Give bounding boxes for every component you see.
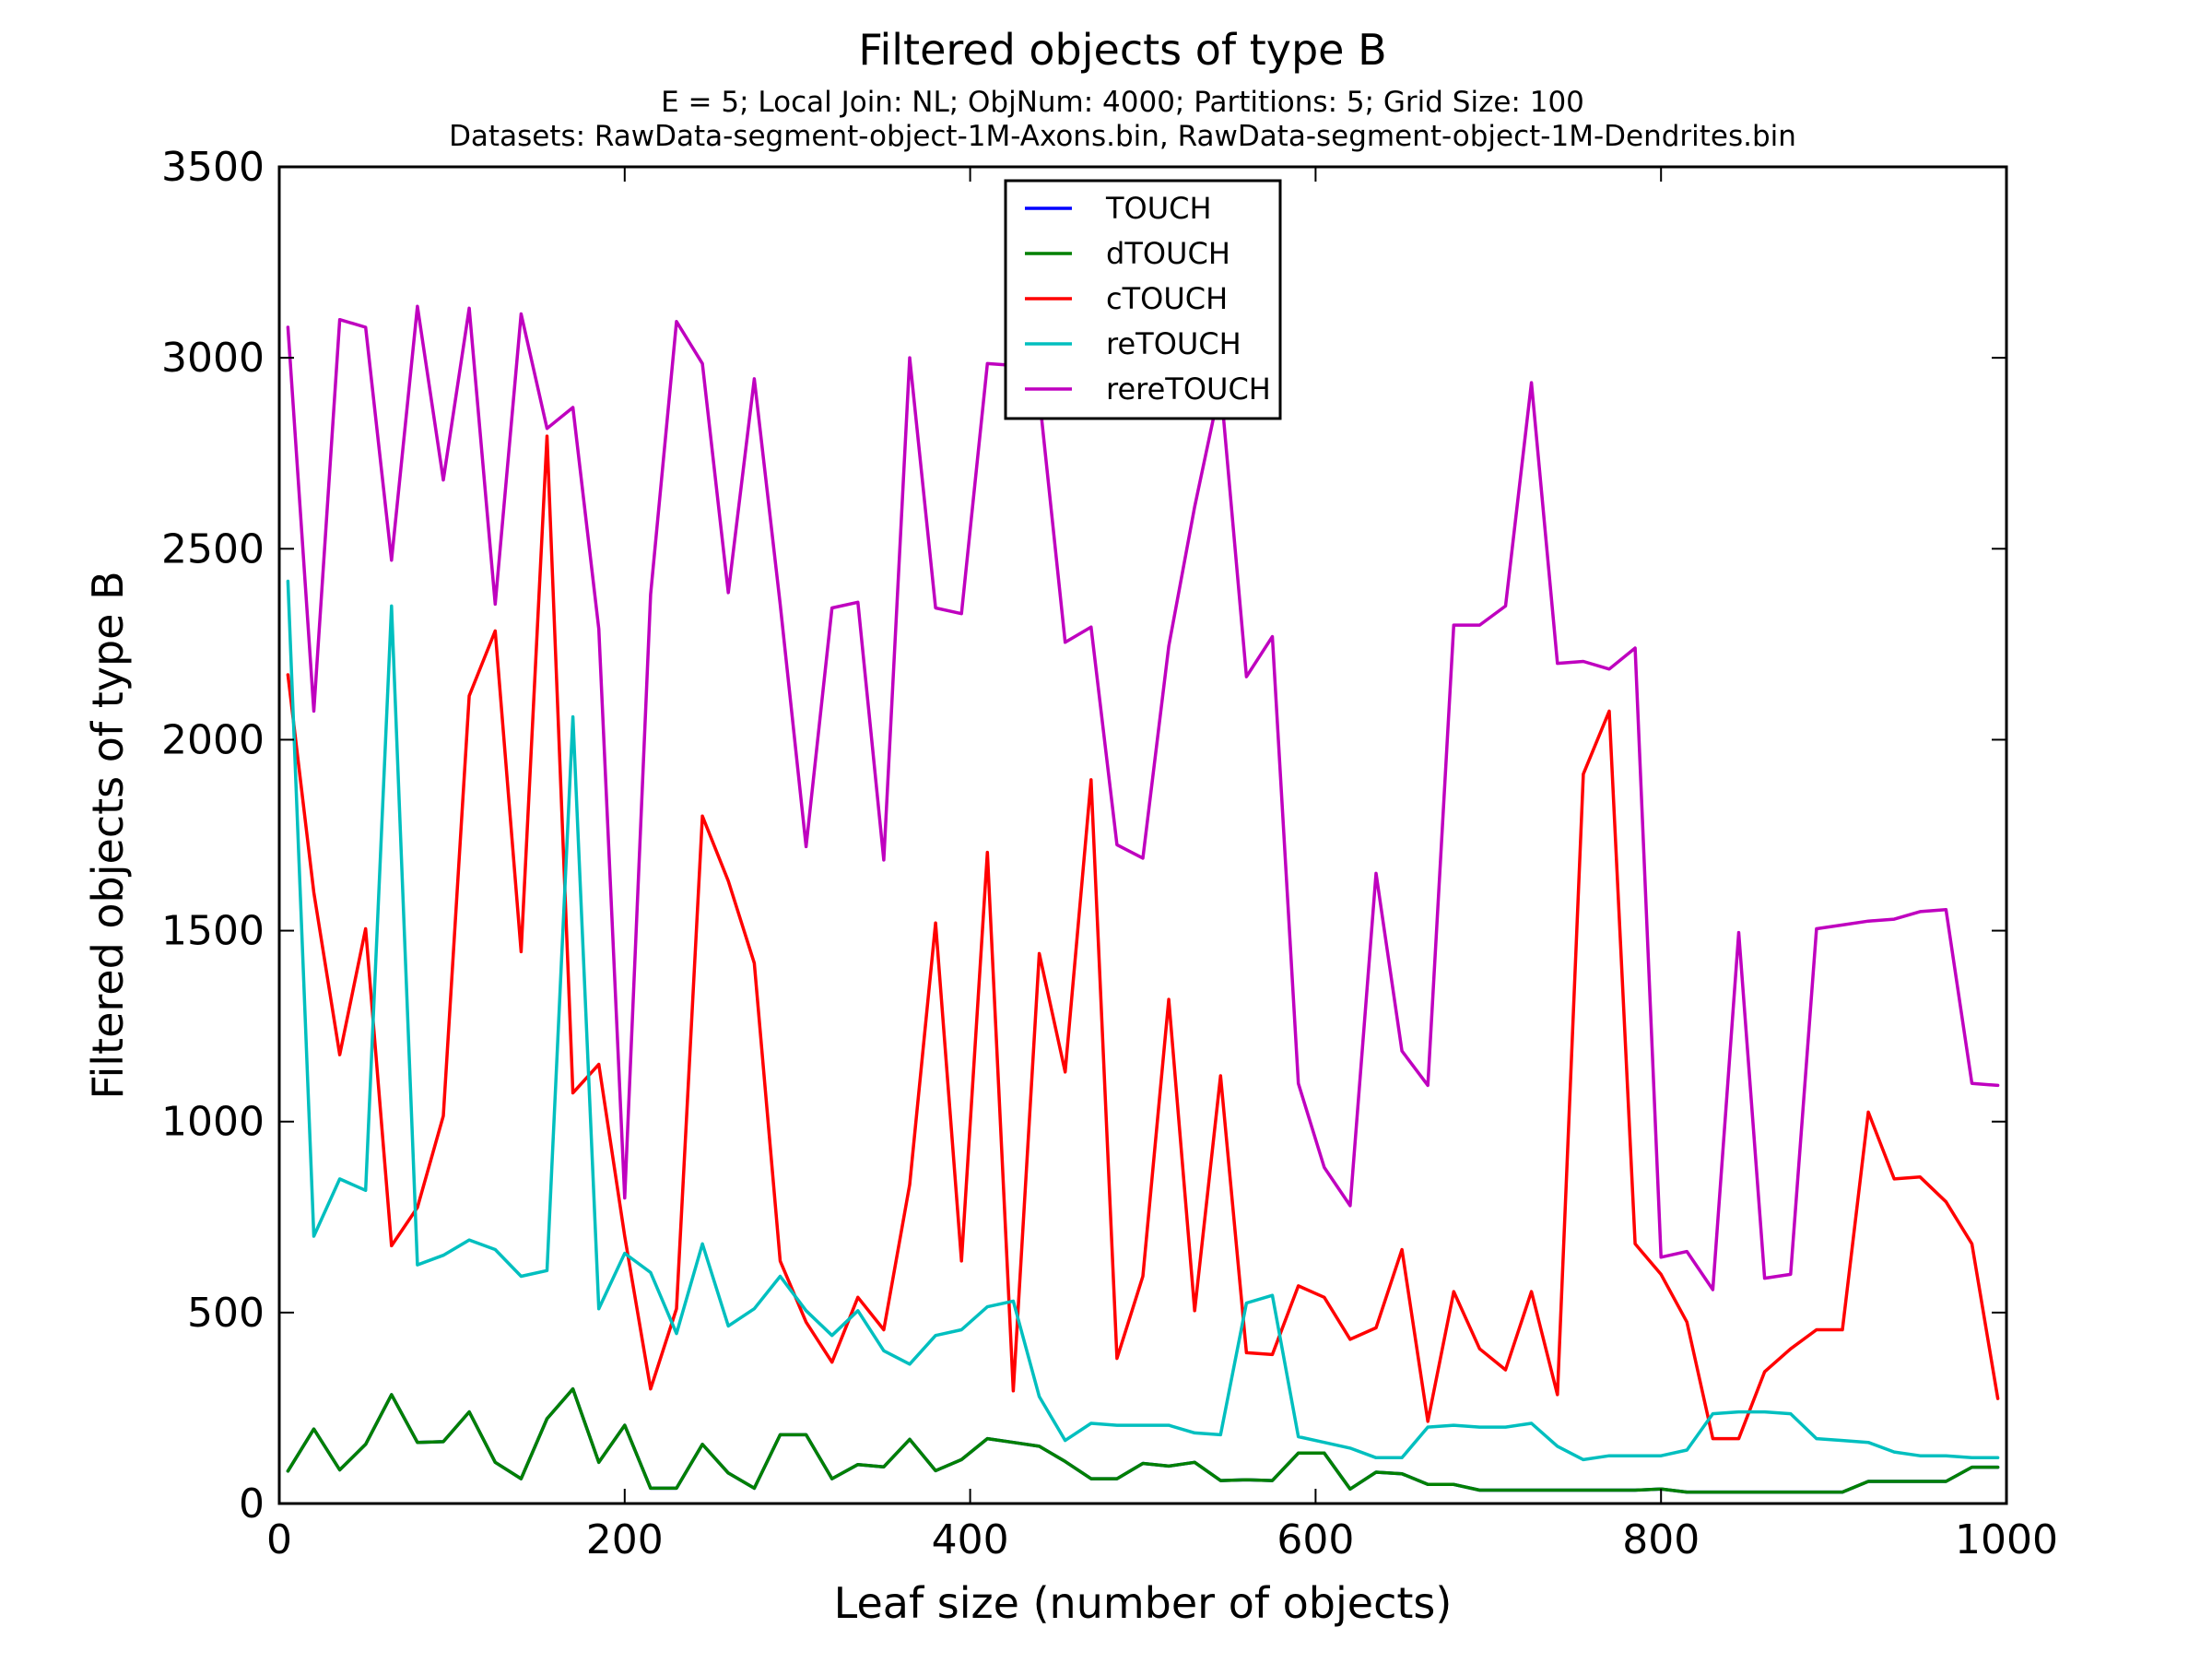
y-tick-label-2: 1000 [161, 1099, 265, 1146]
x-tick-label-2: 400 [932, 1516, 1009, 1563]
chart-subtitle-line-2: Datasets: RawData-segment-object-1M-Axon… [449, 120, 1796, 153]
x-tick-label-0: 0 [266, 1516, 292, 1563]
y-tick-label-5: 2500 [161, 525, 265, 572]
legend-label-reretouch: rereTOUCH [1106, 372, 1271, 407]
series-line-reretouch [286, 304, 2000, 1291]
series-line-retouch [286, 579, 2000, 1462]
legend: TOUCH dTOUCH cTOUCH reTOUCH rereTOUCH [1004, 179, 1282, 420]
series-layer [286, 304, 2000, 1494]
legend-label-ctouch: cTOUCH [1106, 281, 1228, 316]
x-tick-label-1: 200 [586, 1516, 664, 1563]
y-tick-label-6: 3000 [161, 335, 265, 382]
chart-subtitle-line-1: E = 5; Local Join: NL; ObjNum: 4000; Par… [661, 86, 1584, 119]
y-tick-label-1: 500 [187, 1290, 265, 1337]
legend-label-retouch: reTOUCH [1106, 326, 1241, 361]
legend-label-touch: TOUCH [1105, 191, 1212, 226]
y-tick-label-7: 3500 [161, 144, 265, 191]
x-tick-label-5: 1000 [1955, 1516, 2058, 1563]
x-axis-label: Leaf size (number of objects) [834, 1578, 1453, 1628]
y-axis-label: Filtered objects of type B [83, 571, 133, 1099]
plot-frame [277, 165, 2008, 1505]
tick-layer: 0 200 400 600 800 1000 0 500 1000 1500 2000 2500 300… [161, 144, 2058, 1563]
legend-items: TOUCH dTOUCH cTOUCH reTOUCH rereTOUCH [1025, 191, 1271, 407]
series-line-ctouch [286, 434, 2000, 1441]
y-tick-label-4: 2000 [161, 716, 265, 763]
series-line-dtouch [286, 1386, 2000, 1494]
legend-label-dtouch: dTOUCH [1106, 236, 1230, 271]
x-tick-label-3: 600 [1277, 1516, 1354, 1563]
chart-title: Filtered objects of type B [858, 25, 1386, 75]
y-tick-label-3: 1500 [161, 908, 265, 955]
y-tick-label-0: 0 [239, 1480, 265, 1527]
x-tick-label-4: 800 [1622, 1516, 1700, 1563]
